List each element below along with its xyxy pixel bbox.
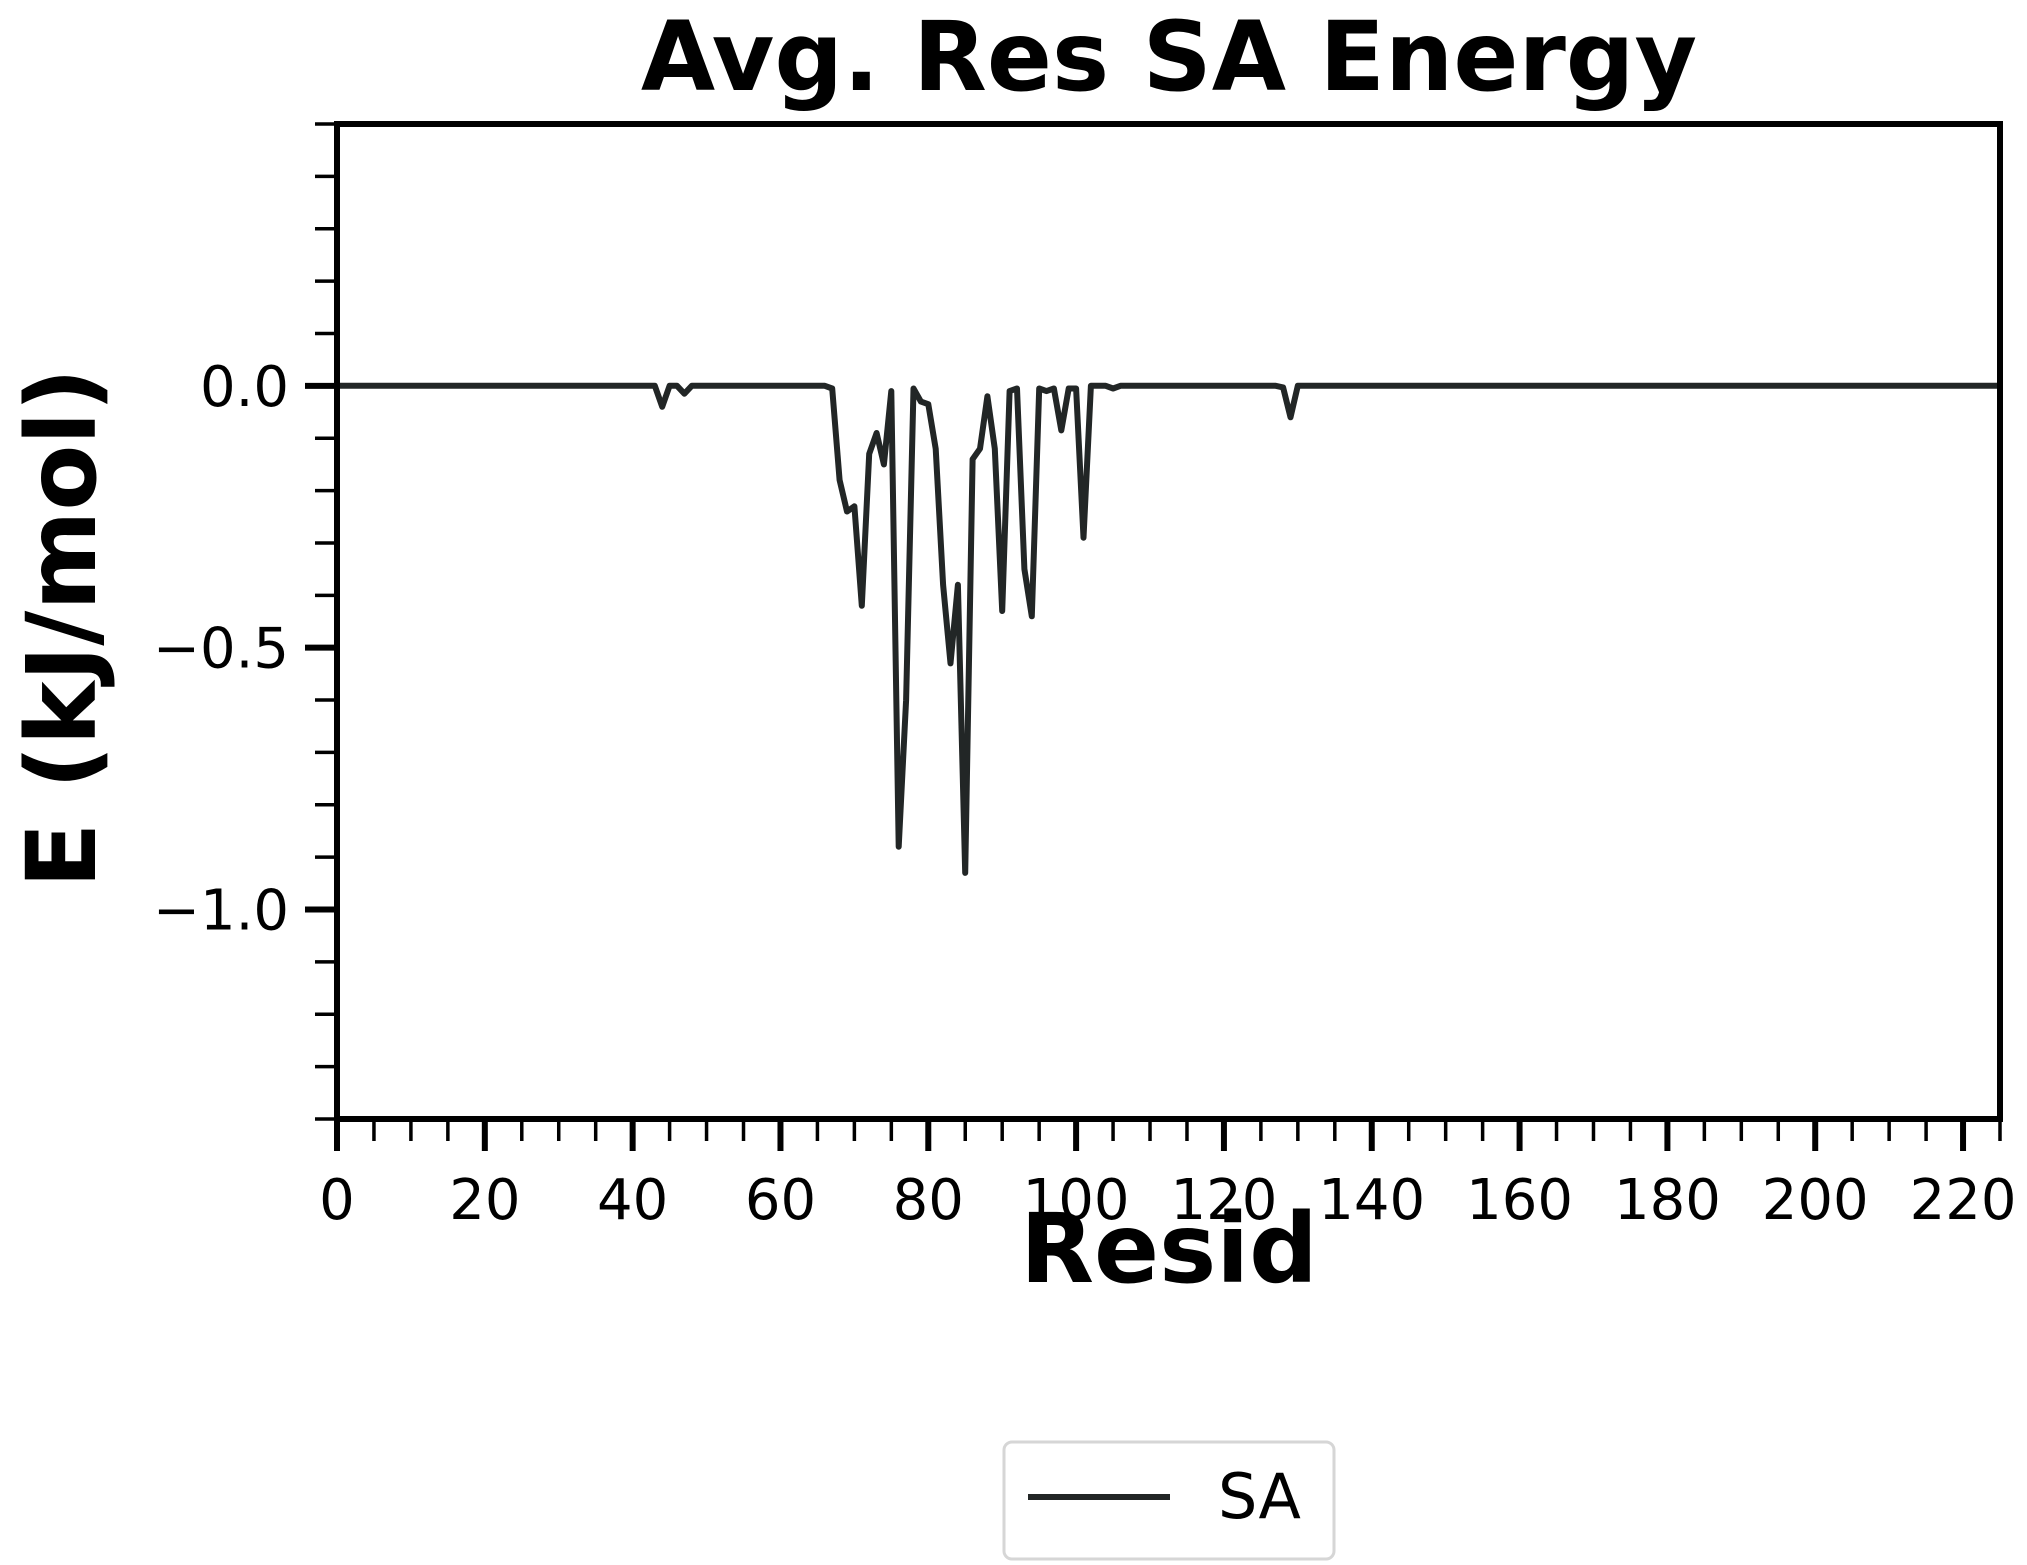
x-tick-label: 40 <box>597 1168 668 1233</box>
x-tick-label: 100 <box>1023 1168 1130 1233</box>
legend-label-sa: SA <box>1218 1460 1301 1533</box>
x-tick-label: 200 <box>1762 1168 1869 1233</box>
x-minor-ticks <box>335 1119 2002 1141</box>
x-tick-label: 160 <box>1466 1168 1573 1233</box>
legend-box <box>1002 1440 1336 1561</box>
x-tick-label: 120 <box>1170 1168 1277 1233</box>
legend: SA <box>1002 1440 1336 1561</box>
x-tick-label: 180 <box>1614 1168 1721 1233</box>
y-tick-label: −0.5 <box>153 617 289 682</box>
x-tick-label: 140 <box>1318 1168 1425 1233</box>
y-major-ticks: 0.0 −0.5 −1.0 <box>153 355 337 944</box>
x-axis-label: Resid <box>1020 1193 1318 1305</box>
x-tick-label: 220 <box>1910 1168 2017 1233</box>
y-tick-label: −1.0 <box>153 879 289 944</box>
plot-frame <box>334 121 2003 1122</box>
chart-title: Avg. Res SA Energy <box>641 1 1697 113</box>
x-major-ticks: 0 20 40 60 80 100 120 140 160 180 200 220 <box>319 1119 2016 1233</box>
y-minor-ticks <box>315 122 337 1121</box>
x-tick-label: 60 <box>745 1168 816 1233</box>
x-tick-label: 20 <box>449 1168 520 1233</box>
y-tick-label: 0.0 <box>200 355 289 420</box>
x-tick-label: 0 <box>319 1168 355 1233</box>
y-axis-label: E (kJ/mol) <box>6 368 118 888</box>
x-tick-label: 80 <box>893 1168 964 1233</box>
series-line-sa <box>334 382 2003 876</box>
